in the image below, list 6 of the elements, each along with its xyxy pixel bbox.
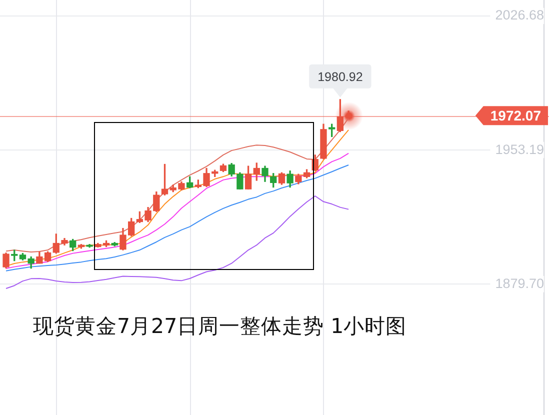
text: 现货黄金7月27日周一整体走势 1小时图 [33,314,407,339]
y-tick-label: 1953.19 [495,142,544,157]
ref-line-label: 1972.07 [490,107,542,124]
annotation: 1980.92 [318,70,363,84]
y-tick-label: 2026.68 [495,8,544,23]
y-tick-label: 1879.70 [495,276,544,291]
